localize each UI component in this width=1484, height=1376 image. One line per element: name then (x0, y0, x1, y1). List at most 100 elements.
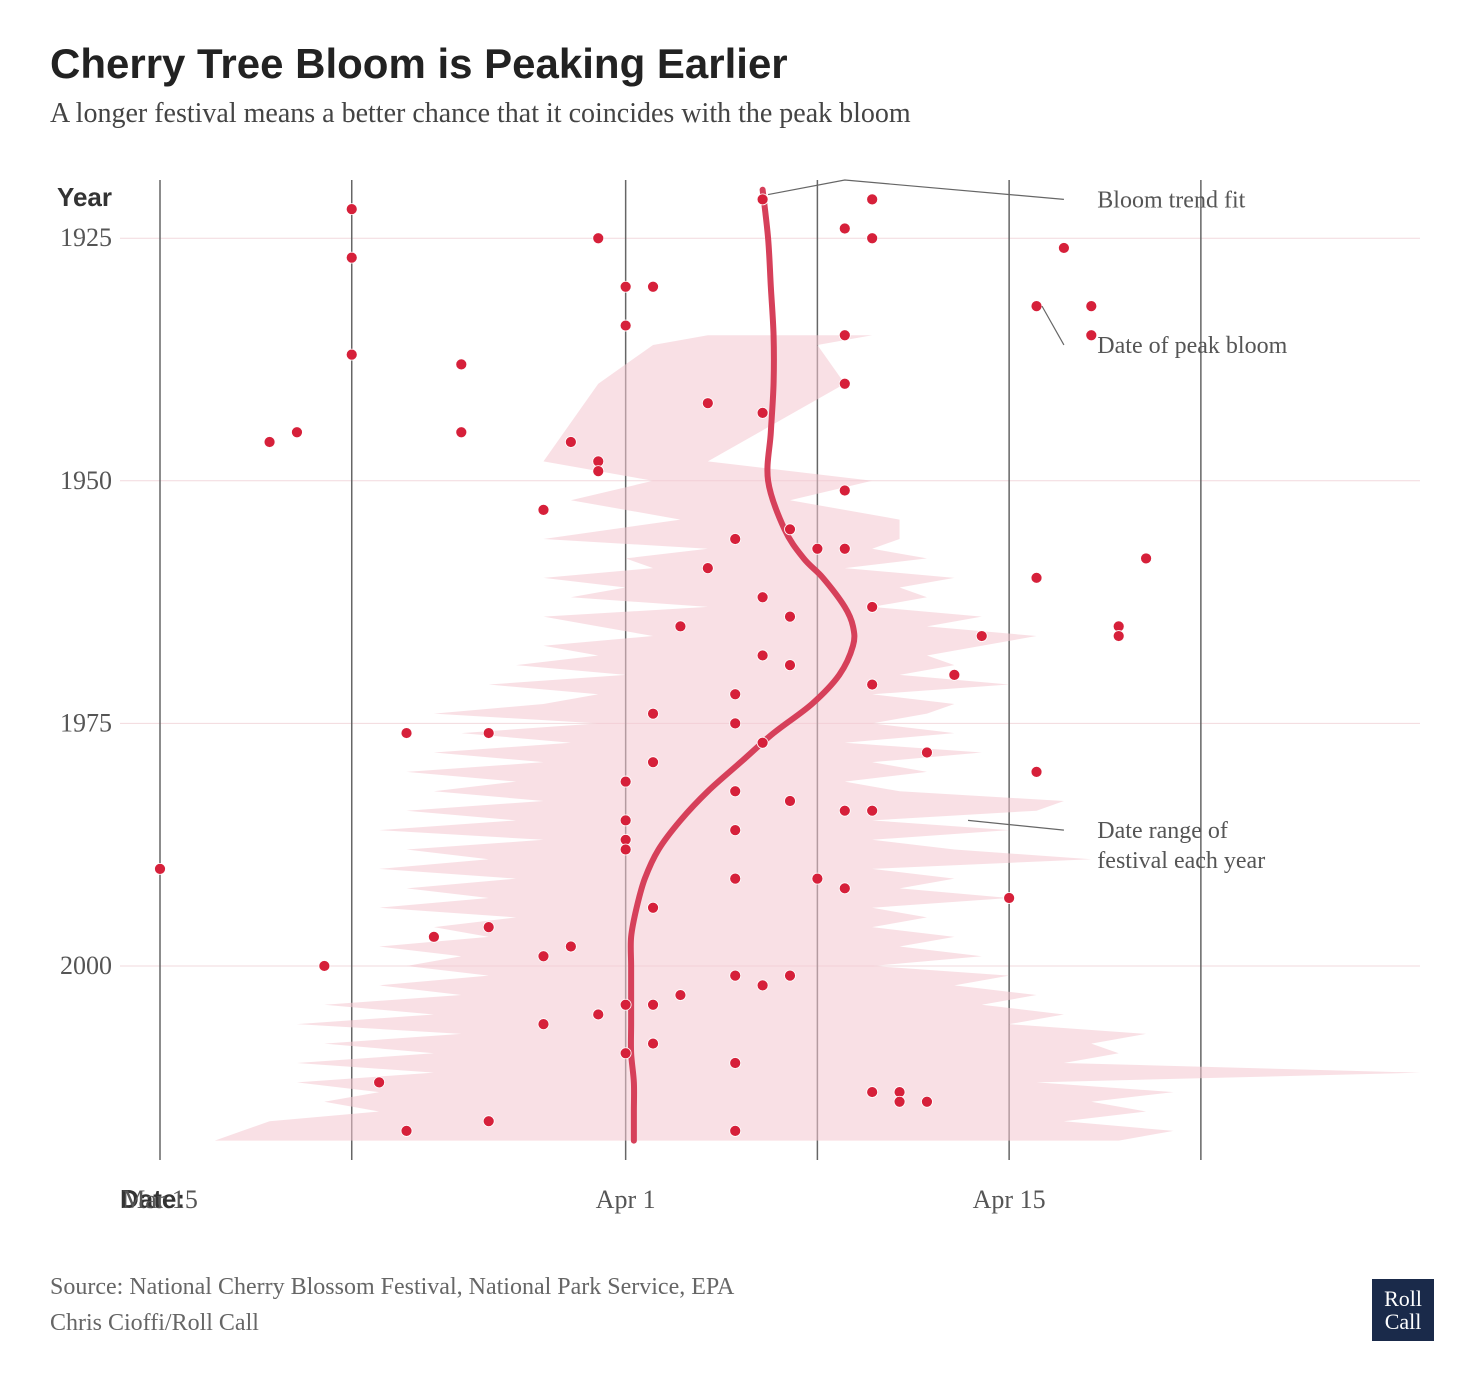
bloom-point (785, 524, 796, 535)
bloom-point (867, 1087, 878, 1098)
bloom-point (483, 922, 494, 933)
y-tick-label: 1925 (60, 223, 112, 252)
bloom-point (867, 233, 878, 244)
bloom-point (702, 563, 713, 574)
bloom-point (648, 757, 659, 768)
bloom-point (1086, 330, 1097, 341)
logo-line-1: Roll (1384, 1287, 1422, 1310)
y-tick-label: 1950 (60, 466, 112, 495)
bloom-point (812, 543, 823, 554)
bloom-point (675, 621, 686, 632)
bloom-point (675, 990, 686, 1001)
bloom-point (1058, 242, 1069, 253)
logo-line-2: Call (1384, 1310, 1422, 1333)
chart-container: Year1925195019752000Date:Mar 15Apr 1Apr … (50, 170, 1434, 1235)
bloom-point (346, 252, 357, 263)
bloom-point (483, 1116, 494, 1127)
bloom-point (155, 863, 166, 874)
bloom-point (456, 427, 467, 438)
bloom-point (730, 786, 741, 797)
annotation-label: Date of peak bloom (1097, 333, 1287, 359)
y-tick-label: 2000 (60, 951, 112, 980)
bloom-point (702, 398, 713, 409)
bloom-point (921, 1096, 932, 1107)
bloom-point (785, 611, 796, 622)
bloom-point (1004, 893, 1015, 904)
x-tick-label: Mar 15 (122, 1185, 198, 1214)
bloom-point (346, 204, 357, 215)
bloom-point (538, 951, 549, 962)
x-tick-label: Apr 1 (596, 1185, 656, 1214)
annotation-label: Date range of (1097, 818, 1228, 844)
annotation-leader (768, 180, 1064, 199)
bloom-point (456, 359, 467, 370)
source-line-2: Chris Cioffi/Roll Call (50, 1305, 734, 1341)
source-line-1: Source: National Cherry Blossom Festival… (50, 1269, 734, 1305)
bloom-point (1031, 766, 1042, 777)
bloom-point (785, 970, 796, 981)
bloom-point (319, 960, 330, 971)
bloom-point (593, 1009, 604, 1020)
bloom-point (730, 873, 741, 884)
bloom-point (1141, 553, 1152, 564)
bloom-point (620, 999, 631, 1010)
bloom-point (1086, 301, 1097, 312)
y-axis-label: Year (57, 182, 112, 212)
chart-title: Cherry Tree Bloom is Peaking Earlier (50, 40, 1434, 88)
bloom-point (867, 601, 878, 612)
bloom-point (757, 980, 768, 991)
bloom-point (757, 194, 768, 205)
bloom-point (839, 330, 850, 341)
source-text: Source: National Cherry Blossom Festival… (50, 1269, 734, 1341)
bloom-point (401, 1125, 412, 1136)
bloom-point (648, 902, 659, 913)
bloom-point (648, 1038, 659, 1049)
bloom-point (1031, 301, 1042, 312)
bloom-point (976, 631, 987, 642)
bloom-point (1031, 572, 1042, 583)
bloom-point (730, 689, 741, 700)
bloom-point (730, 718, 741, 729)
bloom-point (839, 805, 850, 816)
bloom-point (894, 1096, 905, 1107)
bloom-point (428, 931, 439, 942)
bloom-point (757, 650, 768, 661)
bloom-point (565, 436, 576, 447)
bloom-point (949, 669, 960, 680)
bloom-point (812, 873, 823, 884)
bloom-point (730, 970, 741, 981)
bloom-point (565, 941, 576, 952)
annotation-leader (1042, 306, 1064, 345)
bloom-point (730, 1125, 741, 1136)
bloom-point (867, 805, 878, 816)
x-tick-label: Apr 15 (973, 1185, 1046, 1214)
bloom-point (785, 660, 796, 671)
bloom-point (538, 1019, 549, 1030)
bloom-point (839, 485, 850, 496)
bloom-point (648, 708, 659, 719)
bloom-point (867, 194, 878, 205)
bloom-point (620, 1048, 631, 1059)
chart-subtitle: A longer festival means a better chance … (50, 98, 1434, 130)
bloom-point (839, 543, 850, 554)
bloom-point (839, 883, 850, 894)
rollcall-logo: Roll Call (1372, 1279, 1434, 1341)
bloom-point (730, 825, 741, 836)
bloom-point (867, 679, 878, 690)
bloom-point (921, 747, 932, 758)
bloom-point (757, 737, 768, 748)
chart-footer: Source: National Cherry Blossom Festival… (50, 1269, 1434, 1341)
bloom-point (757, 407, 768, 418)
chart-svg: Year1925195019752000Date:Mar 15Apr 1Apr … (50, 170, 1434, 1230)
bloom-point (1113, 631, 1124, 642)
bloom-point (374, 1077, 385, 1088)
bloom-point (730, 1057, 741, 1068)
bloom-point (757, 592, 768, 603)
bloom-point (620, 281, 631, 292)
bloom-point (593, 466, 604, 477)
bloom-point (620, 320, 631, 331)
annotation-label: festival each year (1097, 848, 1265, 874)
bloom-point (538, 504, 549, 515)
bloom-point (593, 233, 604, 244)
bloom-point (785, 795, 796, 806)
